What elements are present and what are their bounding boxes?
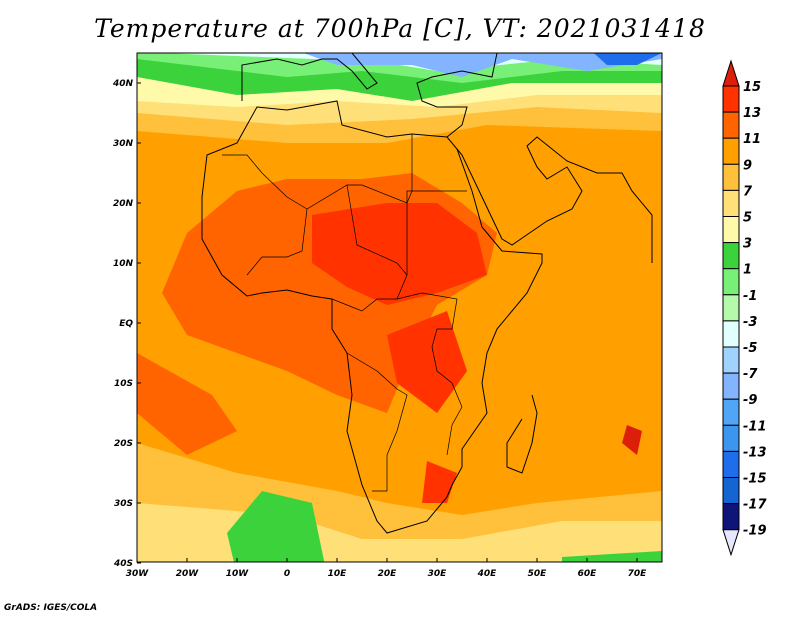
map-title: Temperature at 700hPa [C], VT: 202103141… bbox=[94, 14, 706, 43]
colorbar-label: -19 bbox=[743, 524, 767, 539]
colorbar-max-arrow bbox=[722, 59, 740, 87]
contour-region bbox=[422, 461, 457, 503]
colorbar-label: 1 bbox=[743, 263, 752, 278]
colorbar-label: -3 bbox=[743, 315, 757, 330]
colorbar-label: 3 bbox=[743, 237, 752, 252]
coastline bbox=[201, 100, 543, 534]
colorbar-swatch bbox=[722, 503, 740, 531]
lon-label: 40E bbox=[477, 569, 498, 579]
colorbar-label: 5 bbox=[743, 211, 752, 226]
coastline bbox=[416, 53, 498, 138]
colorbar-swatch bbox=[722, 450, 740, 478]
lat-label: 10N bbox=[113, 259, 134, 269]
lat-label: 40N bbox=[112, 79, 134, 89]
lon-label: 30W bbox=[126, 569, 150, 579]
lat-label: 30N bbox=[113, 139, 134, 149]
colorbar-label: 9 bbox=[743, 158, 752, 173]
colorbar-swatch bbox=[722, 346, 740, 374]
colorbar-label: -7 bbox=[743, 367, 758, 382]
colorbar-label: 15 bbox=[743, 80, 761, 95]
colorbar: 15 13 11 9 7 5 3 1 -1 -3 -5 -7 -9 -11 -13 -15 -17 -19 bbox=[722, 59, 767, 557]
lat-label: 20N bbox=[113, 199, 134, 209]
map-frame bbox=[136, 52, 663, 563]
colorbar-label: 13 bbox=[743, 106, 761, 121]
colorbar-swatch bbox=[722, 189, 740, 217]
lon-label: 0 bbox=[284, 569, 290, 579]
colorbar-label: 7 bbox=[743, 184, 753, 199]
country-border bbox=[346, 352, 408, 492]
lon-label: 10E bbox=[328, 569, 348, 579]
lon-label: 70E bbox=[628, 569, 648, 579]
coastlines bbox=[201, 53, 653, 534]
colorbar-swatch bbox=[722, 294, 740, 322]
country-border bbox=[246, 208, 308, 276]
colorbar-swatch bbox=[722, 372, 740, 400]
temperature-field bbox=[137, 53, 662, 562]
colorbar-label: -1 bbox=[743, 289, 757, 304]
lon-label: 20W bbox=[176, 569, 200, 579]
colorbar-label: -13 bbox=[743, 445, 767, 460]
lat-label: 10S bbox=[114, 379, 133, 389]
colorbar-label: -15 bbox=[743, 472, 767, 487]
coastline bbox=[456, 136, 653, 263]
lat-label: 30S bbox=[114, 499, 133, 509]
colorbar-min-arrow bbox=[722, 529, 740, 557]
colorbar-swatch bbox=[722, 85, 740, 113]
contour-region bbox=[622, 425, 642, 455]
colorbar-swatch bbox=[722, 216, 740, 244]
colorbar-swatch bbox=[722, 242, 740, 270]
colorbar-swatch bbox=[722, 477, 740, 505]
colorbar-swatch bbox=[722, 398, 740, 426]
contour-region bbox=[137, 353, 237, 455]
lon-label: 30E bbox=[428, 569, 448, 579]
coastline bbox=[241, 53, 378, 101]
lon-label: 20E bbox=[378, 569, 398, 579]
country-border bbox=[396, 134, 463, 456]
colorbar-label: -9 bbox=[743, 393, 757, 408]
lat-label: 40S bbox=[113, 559, 133, 569]
credit-label: GrADS: IGES/COLA bbox=[4, 603, 98, 613]
contour-region bbox=[387, 311, 467, 413]
colorbar-swatch bbox=[722, 111, 740, 139]
coastline bbox=[506, 394, 538, 474]
lon-label: 50E bbox=[528, 569, 548, 579]
colorbar-swatch bbox=[722, 163, 740, 191]
lon-label: 60E bbox=[578, 569, 598, 579]
contour-region bbox=[227, 491, 325, 562]
colorbar-swatch bbox=[722, 424, 740, 452]
colorbar-swatch bbox=[722, 137, 740, 165]
colorbar-label: -5 bbox=[743, 341, 757, 356]
colorbar-swatch bbox=[722, 320, 740, 348]
country-border bbox=[346, 184, 408, 276]
contour-region bbox=[312, 203, 487, 305]
colorbar-label: 11 bbox=[743, 132, 761, 147]
contour-region bbox=[593, 53, 662, 65]
country-border bbox=[331, 298, 397, 312]
lon-label: 10W bbox=[226, 569, 250, 579]
colorbar-label: -17 bbox=[743, 498, 767, 513]
lat-label: EQ bbox=[119, 319, 133, 329]
lat-label: 20S bbox=[114, 439, 133, 449]
colorbar-swatch bbox=[722, 268, 740, 296]
contour-region bbox=[303, 53, 662, 77]
colorbar-label: -11 bbox=[743, 419, 767, 434]
